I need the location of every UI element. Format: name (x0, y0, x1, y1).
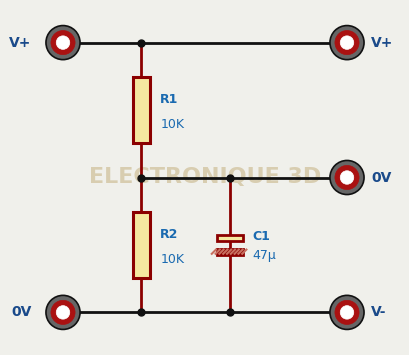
FancyBboxPatch shape (132, 77, 149, 143)
Circle shape (46, 295, 80, 329)
Text: V+: V+ (370, 36, 393, 50)
Circle shape (56, 306, 70, 319)
FancyBboxPatch shape (216, 249, 243, 255)
FancyBboxPatch shape (216, 235, 243, 241)
Circle shape (56, 36, 70, 49)
Text: V+: V+ (9, 36, 31, 50)
Text: R2: R2 (160, 228, 178, 241)
Text: 10K: 10K (160, 253, 184, 266)
Circle shape (46, 26, 80, 60)
Text: R1: R1 (160, 93, 178, 106)
Circle shape (51, 31, 75, 55)
Text: V-: V- (370, 305, 386, 320)
Text: 10K: 10K (160, 118, 184, 131)
Circle shape (339, 171, 353, 184)
FancyBboxPatch shape (132, 212, 149, 278)
Text: C1: C1 (252, 230, 269, 242)
Circle shape (329, 26, 363, 60)
Text: 0V: 0V (11, 305, 31, 320)
Circle shape (329, 295, 363, 329)
Circle shape (334, 165, 358, 190)
Circle shape (334, 300, 358, 324)
Text: 0V: 0V (370, 170, 391, 185)
Circle shape (334, 31, 358, 55)
Text: ELECTRONIQUE 3D: ELECTRONIQUE 3D (89, 168, 320, 187)
Circle shape (51, 300, 75, 324)
Circle shape (339, 306, 353, 319)
Circle shape (339, 36, 353, 49)
Text: 47μ: 47μ (252, 249, 275, 262)
Circle shape (329, 160, 363, 195)
